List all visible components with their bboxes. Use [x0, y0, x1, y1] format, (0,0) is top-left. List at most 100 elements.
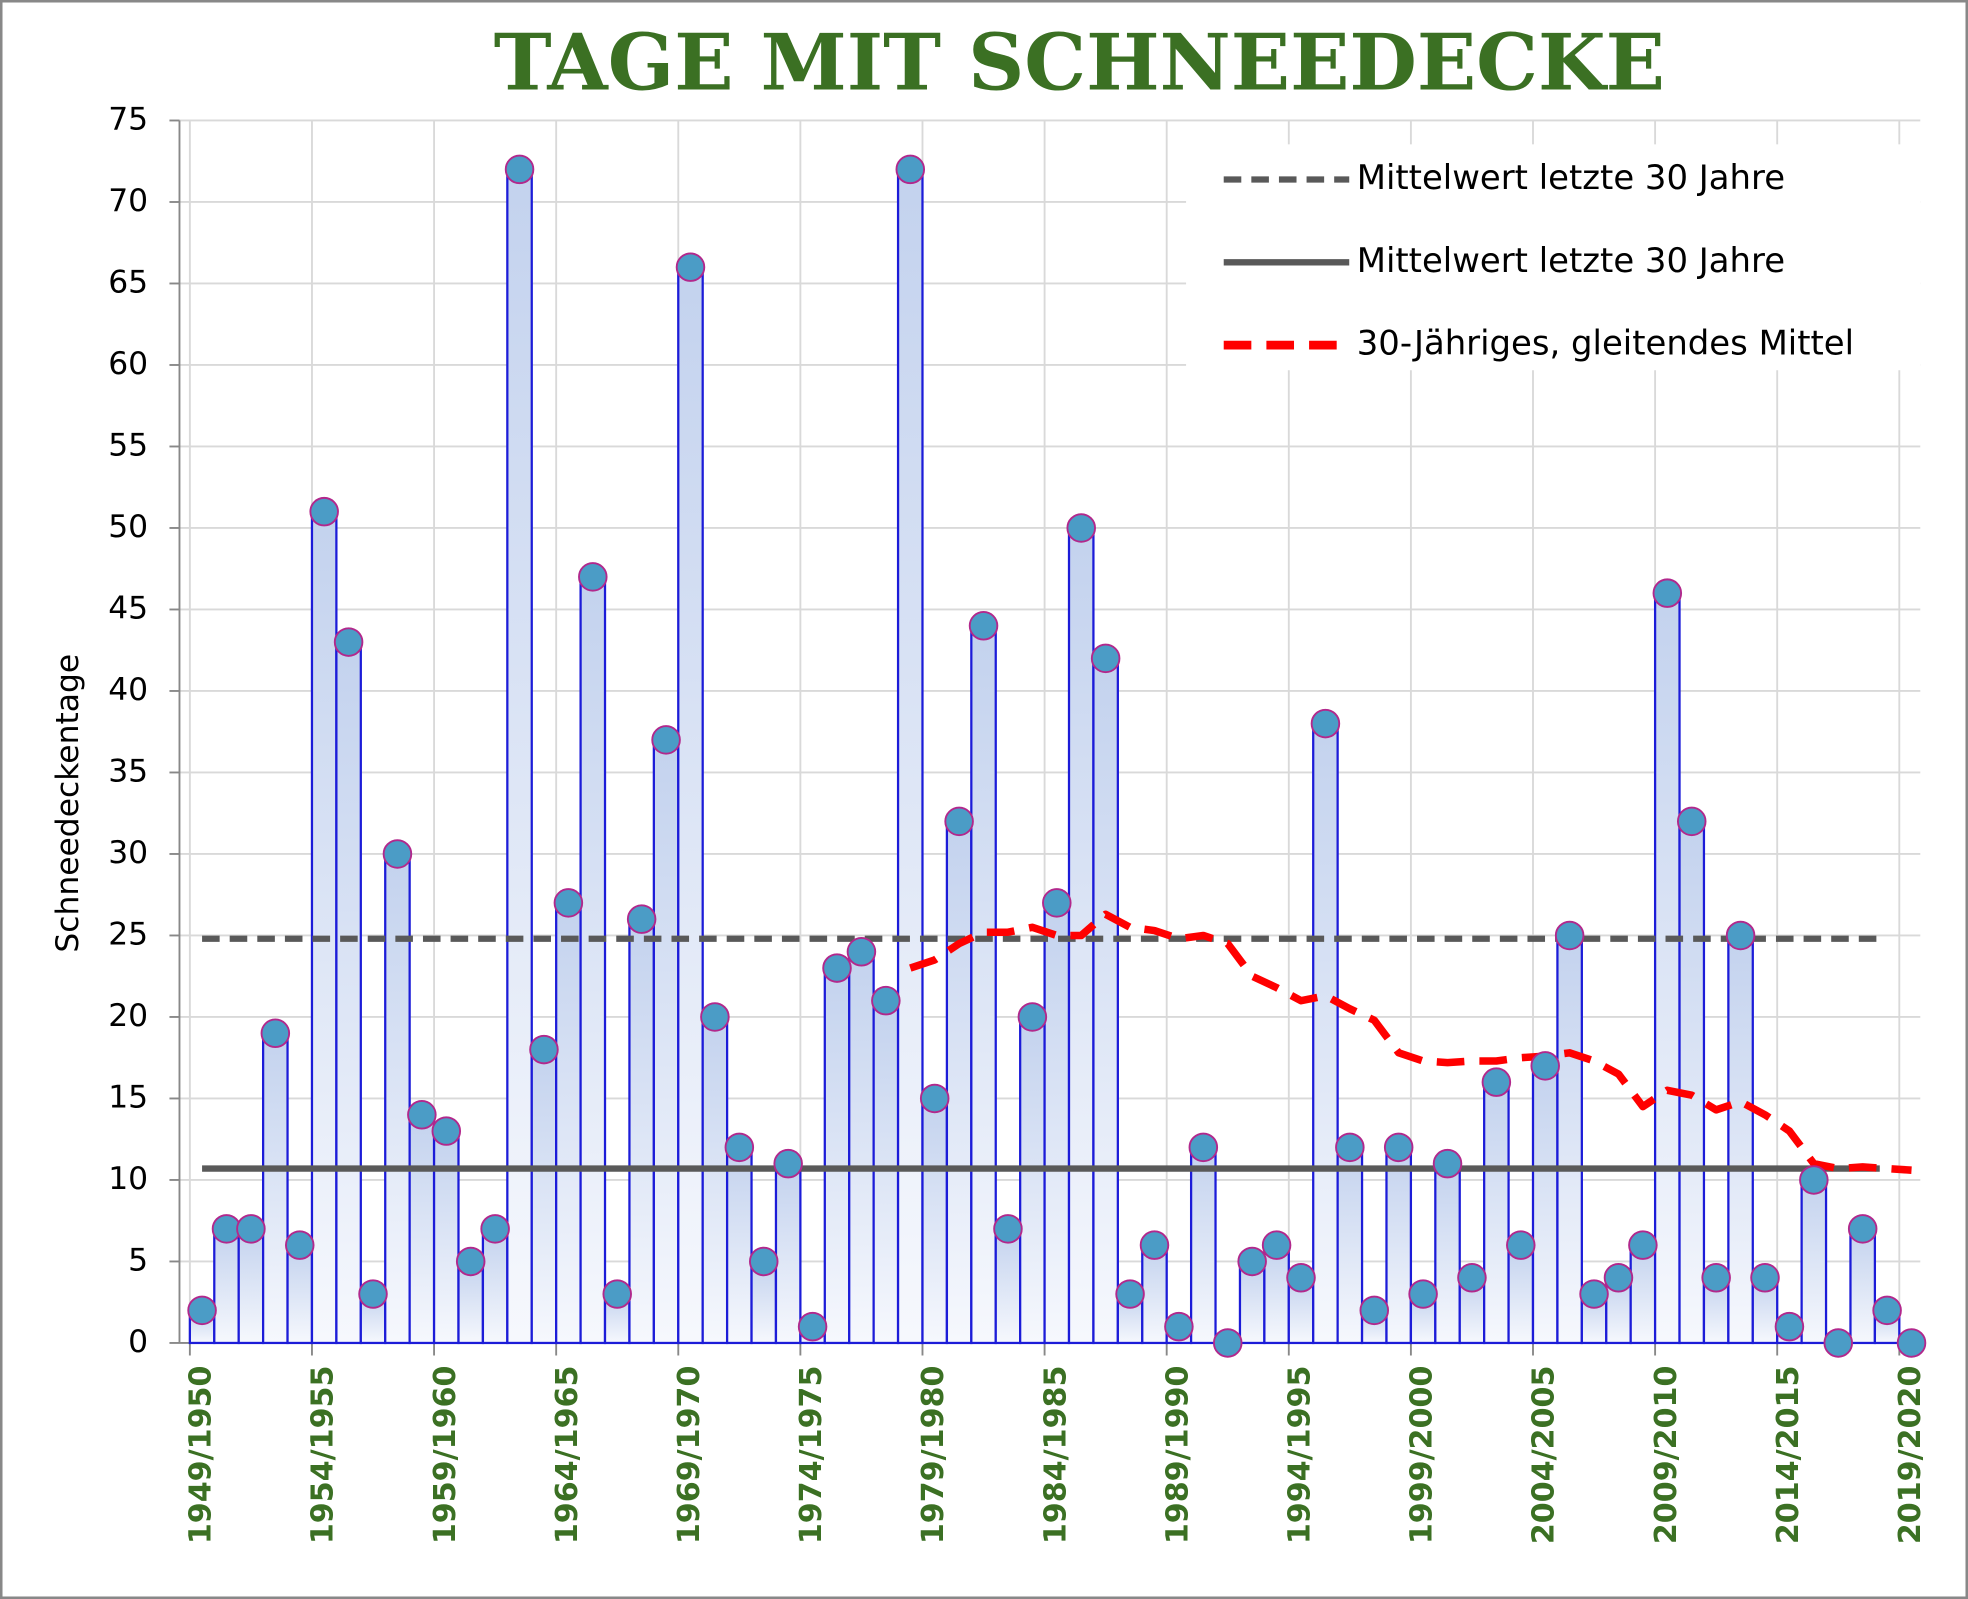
- bar: [677, 266, 704, 1345]
- marker: [1579, 1279, 1609, 1309]
- bar: [1653, 592, 1681, 1345]
- marker: [1237, 1246, 1267, 1277]
- y-tick-label: 50: [108, 509, 148, 545]
- x-tick-label: 1974/1975: [794, 1366, 829, 1545]
- marker: [1896, 1328, 1927, 1358]
- marker: [1847, 1214, 1878, 1244]
- bar: [481, 1227, 509, 1345]
- bar: [579, 575, 607, 1345]
- bar: [1189, 1146, 1217, 1345]
- marker: [919, 1083, 950, 1114]
- bar: [237, 1227, 265, 1345]
- marker: [944, 806, 974, 837]
- marker: [1115, 1279, 1145, 1309]
- marker: [1188, 1132, 1219, 1163]
- marker: [236, 1214, 266, 1244]
- marker: [1261, 1230, 1292, 1260]
- marker: [1628, 1230, 1658, 1260]
- marker: [1725, 920, 1756, 951]
- bar: [1043, 901, 1071, 1345]
- marker: [724, 1132, 755, 1163]
- bar: [823, 966, 851, 1345]
- marker: [1408, 1279, 1438, 1309]
- marks: [187, 154, 1927, 1358]
- bar: [774, 1162, 802, 1345]
- marker: [285, 1230, 315, 1260]
- legend: Mittelwert letzte 30 Jahre Mittelwert let…: [1223, 158, 1854, 363]
- moving-average-line: [909, 910, 1912, 1174]
- bar: [213, 1227, 240, 1345]
- marker: [1164, 1311, 1194, 1342]
- marker: [1090, 643, 1121, 674]
- y-tick-label: 75: [108, 101, 148, 137]
- bar: [848, 950, 875, 1345]
- marker: [309, 496, 339, 527]
- x-tick-label: 1979/1980: [916, 1366, 951, 1545]
- marker: [993, 1214, 1023, 1244]
- x-tick-label: 2004/2005: [1527, 1366, 1562, 1545]
- bar: [701, 1015, 729, 1345]
- x-tick-label: 1984/1985: [1038, 1366, 1073, 1545]
- marker: [773, 1148, 803, 1179]
- marker: [1701, 1263, 1731, 1293]
- legend-label: Mittelwert letzte 30 Jahre: [1357, 241, 1785, 280]
- marker: [1335, 1132, 1365, 1163]
- bar: [1312, 722, 1339, 1345]
- marker: [1383, 1132, 1414, 1163]
- bar: [945, 820, 973, 1345]
- y-axis-label: Schneedeckentage: [50, 654, 86, 953]
- marker: [871, 985, 901, 1016]
- x-tick-label: 2019/2020: [1893, 1366, 1928, 1545]
- marker: [1017, 1002, 1048, 1032]
- marker: [1310, 708, 1341, 739]
- marker: [1554, 920, 1585, 951]
- bar: [1336, 1146, 1364, 1345]
- bar: [970, 624, 997, 1345]
- bar: [335, 640, 362, 1345]
- marker: [1872, 1295, 1902, 1326]
- bar: [261, 1032, 289, 1345]
- y-tick-label: 70: [108, 183, 148, 219]
- bar: [1800, 1178, 1828, 1345]
- bar: [1019, 1015, 1046, 1345]
- marker: [846, 937, 877, 967]
- bar: [1385, 1146, 1413, 1345]
- y-tick-label: 45: [108, 590, 148, 626]
- bar: [408, 1113, 436, 1345]
- marker: [480, 1214, 510, 1244]
- marker: [333, 627, 364, 657]
- y-tick-label: 65: [108, 264, 148, 300]
- bar: [725, 1146, 753, 1345]
- marker: [529, 1034, 559, 1065]
- marker: [651, 725, 681, 755]
- y-tick-label: 30: [108, 835, 148, 871]
- y-tick-label: 60: [108, 346, 148, 382]
- marker: [382, 839, 413, 869]
- y-tick-label: 10: [108, 1161, 148, 1197]
- y-tick-label: 55: [108, 427, 148, 463]
- bar: [1849, 1227, 1877, 1345]
- marker: [1823, 1328, 1854, 1358]
- bar: [1556, 934, 1583, 1345]
- x-tick-label: 1949/1950: [184, 1366, 219, 1545]
- x-tick-label: 2009/2010: [1649, 1366, 1684, 1545]
- y-tick-label: 20: [108, 998, 148, 1034]
- marker: [1652, 578, 1683, 608]
- marker: [822, 953, 852, 983]
- marker: [797, 1311, 828, 1342]
- x-tick-label: 1999/2000: [1405, 1366, 1440, 1545]
- y-tick-label: 5: [128, 1242, 148, 1278]
- bar: [1434, 1162, 1461, 1345]
- marker: [1432, 1148, 1463, 1179]
- bar: [1678, 820, 1706, 1345]
- marker: [1212, 1328, 1243, 1358]
- marker: [1042, 888, 1072, 918]
- marker: [553, 888, 584, 918]
- marker: [431, 1116, 462, 1146]
- legend-label: Mittelwert letzte 30 Jahre: [1357, 158, 1785, 197]
- bar: [1531, 1064, 1559, 1345]
- marker: [968, 611, 999, 641]
- marker: [1457, 1263, 1487, 1293]
- marker: [1603, 1263, 1634, 1293]
